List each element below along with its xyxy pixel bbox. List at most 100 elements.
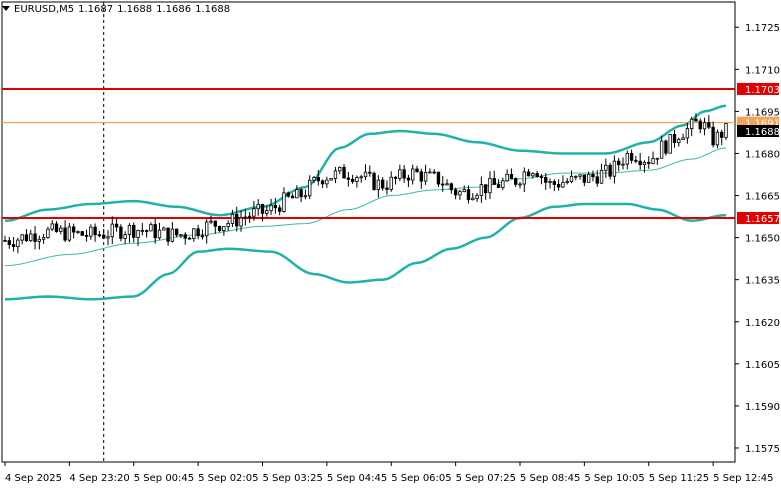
y-tick-label: 1.1575 [745,444,780,455]
candle-body [123,234,127,239]
candle [621,157,625,170]
open-value: 1.1687 [78,4,114,15]
candle [209,215,213,225]
candle-body [7,240,11,245]
candle [153,218,157,244]
x-tick-label: 5 Sep 04:45 [327,473,387,484]
candle [685,122,690,144]
candle-body [93,226,97,236]
x-tick-label: 5 Sep 08:45 [520,473,580,484]
candle [84,229,89,242]
candle-body [196,228,200,237]
candle [389,171,393,192]
candle [453,187,458,200]
candle-body [144,230,149,232]
candle [282,187,286,213]
candle [591,170,595,182]
candle [290,193,295,199]
candle [432,169,436,175]
candle-body [514,178,518,185]
candle-body [694,118,698,122]
candle [346,171,351,187]
candle [458,189,462,200]
candle [110,216,114,244]
candle [694,113,698,122]
candle-body [256,204,260,210]
y-tick-label: 1.1665 [745,192,780,203]
candle-body [423,172,428,182]
candle [479,176,484,203]
candle [599,163,604,184]
candle [11,237,16,252]
candle-body [608,164,612,177]
candle [174,228,179,238]
x-tick-label: 5 Sep 06:05 [391,473,451,484]
candle-body [389,176,393,190]
candle-body [582,174,587,183]
candle [230,209,235,227]
candle [256,199,260,216]
candle-body [625,152,629,165]
candle-body [106,236,110,239]
candle-body [398,169,402,179]
candle [586,171,591,183]
candle-body [574,175,578,178]
candle [715,129,720,149]
candle-body [595,176,599,184]
candle [320,179,325,188]
candle [325,176,329,189]
collapse-triangle-icon[interactable] [2,6,10,11]
candle-body [265,210,269,214]
x-tick-label: 5 Sep 00:45 [134,473,194,484]
candle-body [63,227,67,241]
candle [681,133,685,141]
candle [411,164,415,185]
candle-body [333,170,338,179]
candle-body [475,195,479,199]
bollinger-upper-line [4,104,727,223]
y-tick-label: 1.1710 [745,65,780,76]
candle [187,236,192,240]
y-tick-label: 1.1650 [745,234,780,245]
candle-body [127,224,132,235]
candle-body [350,178,355,182]
candle-body [338,166,342,172]
candle [50,220,54,232]
candle [625,150,629,170]
candle-body [419,171,423,182]
candle [277,204,282,216]
candle-body [282,192,286,212]
candle [647,156,651,169]
chart-header: EURUSD,M5 1.1687 1.1688 1.1686 1.1688 [2,4,234,15]
candle-body [119,226,123,239]
candle-body [544,176,548,183]
candle-body [316,177,320,182]
candle [136,229,140,246]
candle [655,157,660,165]
candle [659,135,664,159]
candle-body [488,177,492,194]
candle [102,228,106,240]
candle-body [591,173,595,178]
candle [548,178,552,189]
candle-body [672,134,677,144]
candle [252,201,256,221]
candle-body [561,182,565,188]
candle-body [71,226,76,233]
candle [97,231,102,238]
candle-body [200,235,205,238]
candle [24,229,29,242]
candle-body [393,176,398,179]
price-level-label: 1.1691 [745,119,780,130]
candle [3,235,7,242]
candle [63,220,67,243]
candle [363,164,368,180]
price-level-label: 1.1657 [745,214,780,225]
candle [496,179,501,189]
x-tick-label: 5 Sep 03:25 [263,473,323,484]
candle-body [483,184,488,194]
candle [308,175,312,200]
candle-body [162,227,166,231]
